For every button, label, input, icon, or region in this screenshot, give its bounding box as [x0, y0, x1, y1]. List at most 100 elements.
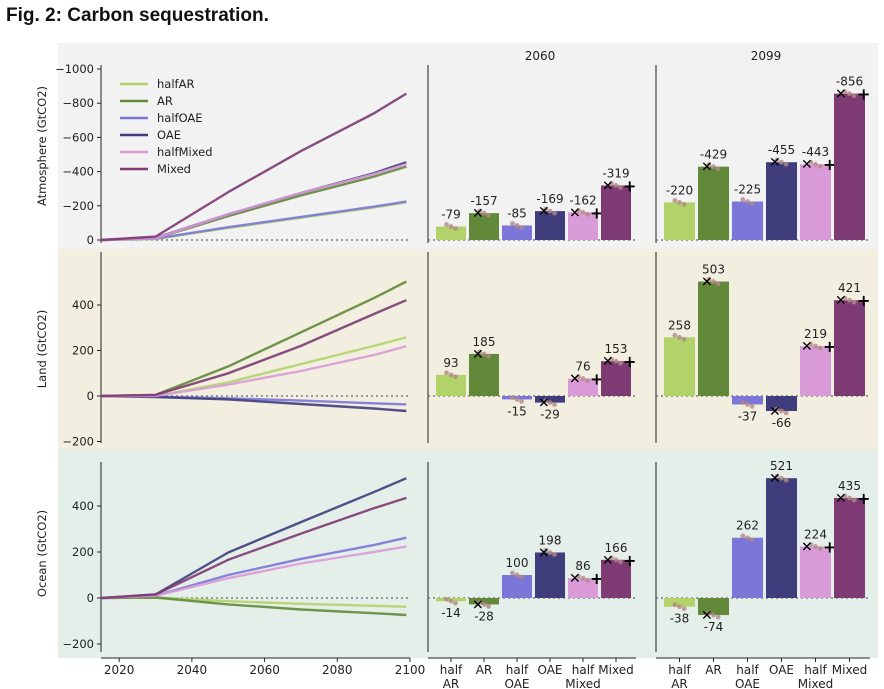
bar-dot: [486, 212, 491, 218]
bar-dot: [448, 224, 454, 229]
bar-dot: [706, 610, 712, 616]
ts-y-tick-label: −600: [62, 130, 94, 144]
marker-x: ✕: [538, 396, 550, 412]
bar-dot: [851, 93, 857, 99]
bar-dot: [552, 402, 557, 407]
bar-OAE: [535, 396, 565, 403]
bar-dot: [547, 400, 553, 405]
legend-label-AR: AR: [157, 94, 173, 108]
ts-x-tick-label: 2080: [322, 663, 353, 677]
bar-x-tick-label: Mixed: [798, 677, 833, 689]
bar-dot: [774, 473, 780, 479]
ts-y-tick-label: 0: [87, 591, 94, 605]
bar-dot: [715, 281, 721, 286]
bar-value-label: 421: [838, 281, 861, 295]
bar-dot: [749, 201, 755, 206]
bar-dot: [453, 374, 458, 380]
ts-y-tick-label: −200: [62, 435, 94, 449]
bar-value-label: 219: [804, 327, 827, 341]
marker-x: ✕: [701, 608, 713, 624]
bar-dot: [779, 475, 784, 481]
bar-value-label: 100: [506, 556, 529, 570]
bar-dot: [585, 378, 590, 384]
bar-dot: [842, 89, 848, 95]
bar-dot: [514, 223, 520, 228]
ts-y-tick-label: 200: [72, 545, 94, 559]
bar-dot: [672, 332, 678, 338]
bar-halfMixed: [568, 578, 598, 598]
marker-plus: +: [823, 337, 836, 356]
marker-x: ✕: [472, 597, 484, 613]
marker-x: ✕: [602, 178, 614, 194]
marker-plus: +: [590, 370, 603, 389]
bar-halfMixed: [800, 164, 831, 240]
bar-dot: [745, 402, 750, 407]
ts-y-axis-label-0: Atmosphere (GtCO2): [35, 86, 49, 206]
bar-value-label: 258: [668, 318, 691, 332]
bar-dot: [514, 397, 520, 402]
bar-dot: [481, 210, 487, 216]
bar-value-label: -443: [802, 145, 829, 159]
bar-dot: [552, 552, 557, 557]
bar-halfOAE: [732, 537, 763, 598]
bar-x-tick-label: OAE: [537, 663, 562, 677]
legend-label-OAE: OAE: [157, 128, 181, 142]
bar-value-label: -14: [441, 606, 461, 620]
marker-x: ✕: [835, 293, 847, 309]
ts-y-tick-label: −400: [62, 165, 94, 179]
bar-dot: [808, 159, 814, 165]
bar-dot: [576, 207, 581, 213]
bar-x-tick-label: Mixed: [598, 663, 633, 677]
bar-dot: [453, 226, 458, 231]
bar-dot: [543, 548, 548, 553]
bar-dot: [613, 358, 619, 364]
bar-dot: [609, 356, 614, 362]
series-line-AR: [100, 596, 407, 617]
bar-dot: [851, 497, 857, 503]
bar-dot: [448, 372, 454, 378]
bar-x-tick-label: half: [440, 663, 463, 677]
bar-dot: [547, 208, 553, 214]
bar-OAE: [766, 396, 797, 412]
bar-halfMixed: [800, 346, 831, 396]
bar-x-tick-label: AR: [476, 663, 493, 677]
marker-plus: +: [857, 85, 870, 104]
bar-dot: [774, 406, 780, 412]
marker-x: ✕: [538, 545, 550, 561]
bar-dot: [813, 544, 818, 549]
bar-dot: [580, 575, 586, 581]
bar-dot: [477, 208, 482, 214]
ts-x-tick-label: 2100: [395, 663, 426, 677]
bar-Mixed: [834, 300, 865, 396]
marker-x: ✕: [569, 571, 581, 587]
bar-dot: [715, 614, 721, 620]
bar-value-label: -220: [666, 183, 693, 197]
bar-value-label: 224: [804, 527, 827, 541]
marker-x: ✕: [602, 354, 614, 370]
bar-dot: [543, 206, 548, 212]
marker-x: ✕: [538, 204, 550, 220]
bar-dot: [783, 161, 789, 167]
bar-dot: [711, 612, 716, 618]
bar-OAE: [535, 211, 565, 240]
marker-x: ✕: [769, 155, 781, 171]
bar-dot: [851, 299, 857, 305]
bar-value-label: 153: [605, 342, 628, 356]
marker-x: ✕: [769, 471, 781, 487]
bar-dot: [585, 211, 590, 217]
bar-dot: [519, 574, 524, 580]
marker-plus: +: [823, 537, 836, 556]
bar-value-label: -74: [704, 620, 724, 634]
bar-dot: [740, 533, 746, 539]
bar-dot: [808, 542, 814, 547]
ts-y-tick-label: 400: [72, 298, 94, 312]
bar-AR: [469, 353, 499, 396]
bar-value-label: -79: [441, 207, 461, 221]
bar-OAE: [766, 162, 797, 240]
marker-x: ✕: [801, 539, 813, 555]
bar-dot: [510, 395, 515, 400]
bar-dot: [613, 557, 619, 563]
bar-dot: [486, 604, 491, 609]
marker-plus: +: [623, 352, 636, 371]
bar-value-label: -37: [738, 409, 758, 423]
